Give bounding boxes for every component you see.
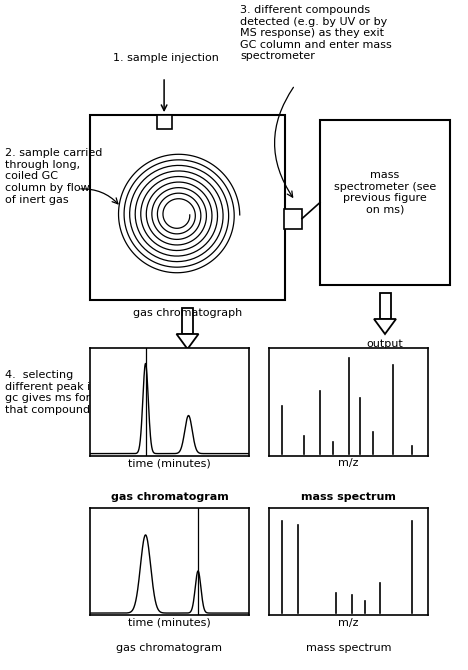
Polygon shape [176,334,198,349]
Text: gas chromatograph: gas chromatograph [133,308,242,318]
Text: mass spectrum: mass spectrum [306,643,391,653]
Text: 2. sample carried
through long,
coiled GC
column by flow
of inert gas: 2. sample carried through long, coiled G… [5,148,102,205]
Text: 4.  selecting
different peak in
gc gives ms for
that compound: 4. selecting different peak in gc gives … [5,370,97,415]
Bar [90,115,285,300]
Text: gas chromatogram: gas chromatogram [117,643,222,653]
Polygon shape [380,293,390,319]
Text: 3. different compounds
detected (e.g. by UV or by
MS response) as they exit
GC c: 3. different compounds detected (e.g. by… [240,5,392,62]
Text: output: output [366,339,403,349]
X-axis label: time (minutes): time (minutes) [128,458,211,468]
X-axis label: time (minutes): time (minutes) [128,618,211,628]
Text: mass spectrum: mass spectrum [301,492,396,502]
X-axis label: m/z: m/z [338,618,359,628]
Bar [157,115,172,129]
Text: gas chromatogram: gas chromatogram [110,492,228,502]
Text: mass
spectrometer (see
previous figure
on ms): mass spectrometer (see previous figure o… [334,170,436,215]
Polygon shape [374,319,396,334]
Text: output: output [169,354,206,364]
X-axis label: m/z: m/z [338,458,359,468]
Text: 1. sample injection: 1. sample injection [113,53,219,63]
Bar [320,120,450,285]
Polygon shape [182,308,193,334]
Bar [284,208,302,228]
